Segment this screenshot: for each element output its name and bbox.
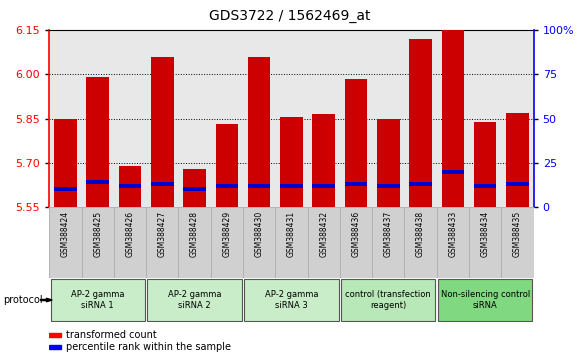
Bar <box>86 180 109 184</box>
Bar <box>147 279 242 321</box>
Bar <box>506 182 529 186</box>
Text: GSM388435: GSM388435 <box>513 211 522 257</box>
Bar <box>437 207 469 278</box>
Bar <box>441 170 464 173</box>
Text: AP-2 gamma
siRNA 1: AP-2 gamma siRNA 1 <box>71 290 125 310</box>
Text: GSM388434: GSM388434 <box>481 211 490 257</box>
Bar <box>409 182 432 186</box>
Text: transformed count: transformed count <box>66 330 157 340</box>
Bar <box>409 39 432 207</box>
Text: protocol: protocol <box>3 295 42 305</box>
Bar <box>54 119 77 207</box>
Text: GSM388426: GSM388426 <box>125 211 135 257</box>
Bar <box>151 57 173 207</box>
Text: GSM388427: GSM388427 <box>158 211 167 257</box>
Text: GSM388438: GSM388438 <box>416 211 425 257</box>
Bar <box>244 279 339 321</box>
Text: Non-silencing control
siRNA: Non-silencing control siRNA <box>441 290 530 310</box>
Text: GSM388425: GSM388425 <box>93 211 102 257</box>
Text: GSM388430: GSM388430 <box>255 211 264 257</box>
Bar <box>216 125 238 207</box>
Bar <box>377 184 400 188</box>
Bar <box>49 333 61 337</box>
Text: GSM388437: GSM388437 <box>384 211 393 257</box>
Bar <box>441 30 464 207</box>
Bar <box>114 207 146 278</box>
Bar <box>276 207 307 278</box>
Text: GSM388429: GSM388429 <box>222 211 231 257</box>
Text: GSM388428: GSM388428 <box>190 211 199 257</box>
Bar <box>248 57 270 207</box>
Text: AP-2 gamma
siRNA 3: AP-2 gamma siRNA 3 <box>264 290 318 310</box>
Bar <box>50 279 145 321</box>
Bar <box>183 169 206 207</box>
Bar <box>119 166 142 207</box>
Bar <box>404 207 437 278</box>
Bar <box>179 207 211 278</box>
Bar <box>151 182 173 186</box>
Text: control (transfection
reagent): control (transfection reagent) <box>346 290 431 310</box>
Bar <box>501 207 534 278</box>
Text: AP-2 gamma
siRNA 2: AP-2 gamma siRNA 2 <box>168 290 222 310</box>
Bar <box>280 117 303 207</box>
Bar <box>216 184 238 188</box>
Text: GSM388432: GSM388432 <box>319 211 328 257</box>
Bar <box>372 207 404 278</box>
Bar <box>506 113 529 207</box>
Bar <box>49 346 61 349</box>
Bar <box>54 187 77 191</box>
Bar <box>474 121 496 207</box>
Text: GSM388436: GSM388436 <box>351 211 361 257</box>
Bar <box>469 207 501 278</box>
Bar <box>86 77 109 207</box>
Bar <box>82 207 114 278</box>
Bar <box>119 184 142 188</box>
Bar <box>474 184 496 188</box>
Text: GSM388424: GSM388424 <box>61 211 70 257</box>
Bar <box>313 184 335 188</box>
Bar <box>438 279 532 321</box>
Bar <box>341 279 436 321</box>
Text: GSM388433: GSM388433 <box>448 211 458 257</box>
Bar <box>248 184 270 188</box>
Bar <box>280 184 303 188</box>
Bar <box>243 207 276 278</box>
Bar <box>307 207 340 278</box>
Bar <box>345 79 367 207</box>
Bar <box>377 119 400 207</box>
Bar <box>313 114 335 207</box>
Bar <box>340 207 372 278</box>
Bar <box>49 207 82 278</box>
Text: GSM388431: GSM388431 <box>287 211 296 257</box>
Bar <box>183 187 206 191</box>
Text: percentile rank within the sample: percentile rank within the sample <box>66 342 231 352</box>
Text: GDS3722 / 1562469_at: GDS3722 / 1562469_at <box>209 9 371 23</box>
Bar <box>345 182 367 186</box>
Bar <box>211 207 243 278</box>
Bar <box>146 207 179 278</box>
